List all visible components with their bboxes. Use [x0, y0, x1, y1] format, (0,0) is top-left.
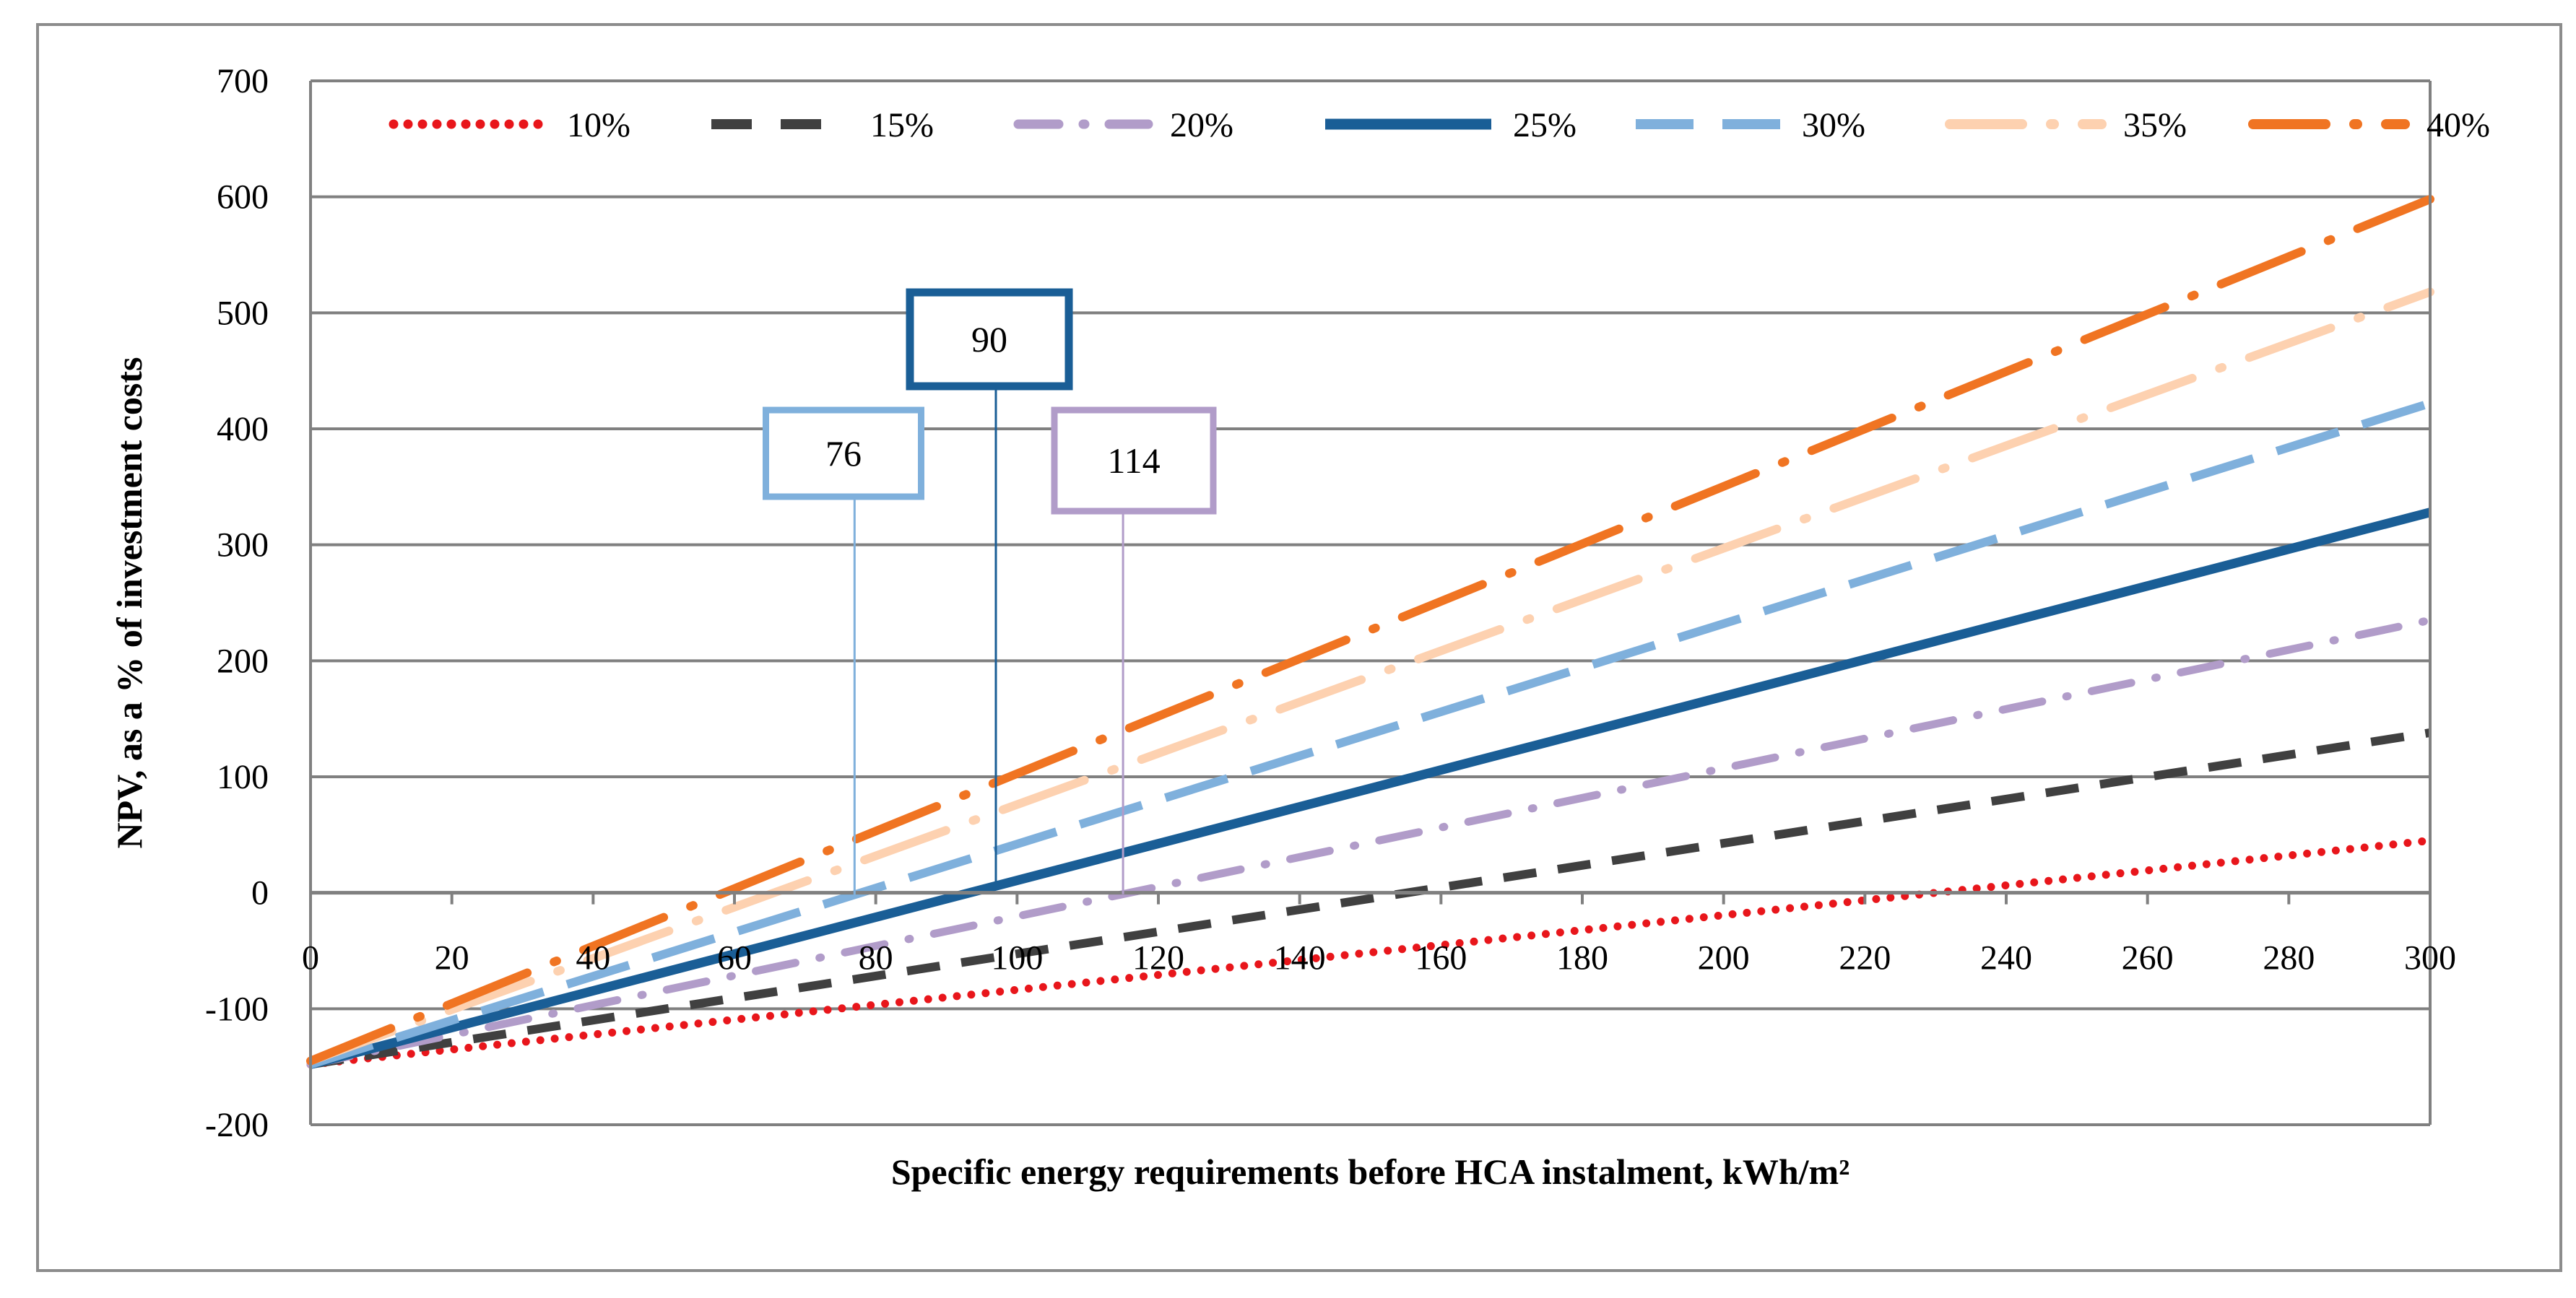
legend: 10% 15% 20% 25% 30% 35% 40% — [389, 106, 2490, 144]
callout-label: 114 — [1107, 440, 1160, 481]
x-tick-label: 220 — [1839, 939, 1891, 977]
x-tick-label: 240 — [1980, 939, 2032, 977]
legend-label: 10% — [567, 106, 630, 144]
chart-frame — [36, 23, 2562, 1272]
x-tick-label: 0 — [302, 939, 319, 977]
legend-label: 30% — [1802, 106, 1865, 144]
legend-label: 40% — [2427, 106, 2490, 144]
x-tick-label: 80 — [859, 939, 893, 977]
x-tick-label: 260 — [2122, 939, 2174, 977]
callout-box — [1051, 406, 1217, 515]
y-tick-label: 700 — [217, 62, 269, 100]
x-tick-label: 200 — [1698, 939, 1750, 977]
series-line-15pct — [310, 728, 2431, 1069]
callout-box — [906, 288, 1073, 391]
y-tick-label: 600 — [217, 178, 269, 217]
series-lines — [306, 194, 2434, 1069]
y-tick-label: -100 — [205, 990, 269, 1028]
series-line-25pct — [309, 508, 2432, 1069]
series-line-20pct — [306, 616, 2434, 1068]
legend-label: 20% — [1170, 106, 1233, 144]
legend-label: 15% — [870, 106, 934, 144]
x-tick-label: 120 — [1132, 939, 1184, 977]
axes — [309, 81, 2432, 1125]
y-axis-title: NPV, as a % of investment costs — [109, 357, 149, 849]
legend-label: 35% — [2123, 106, 2187, 144]
y-tick-label: 400 — [217, 410, 269, 448]
series-line-40pct — [306, 194, 2434, 1066]
y-tick-label: 0 — [251, 874, 269, 912]
series-line-10pct — [306, 836, 2434, 1068]
x-tick-label: 20 — [435, 939, 469, 977]
x-tick-label: 60 — [717, 939, 752, 977]
series-line-35pct — [306, 287, 2434, 1066]
y-tick-label: 100 — [217, 758, 269, 796]
x-tick-label: 40 — [576, 939, 610, 977]
y-tick-label: 300 — [217, 526, 269, 565]
x-axis-title: Specific energy requirements before HCA … — [891, 1151, 1849, 1192]
callout-label: 90 — [971, 319, 1007, 360]
x-tick-label: 100 — [991, 939, 1043, 977]
x-tick-label: 300 — [2404, 939, 2456, 977]
callout-label: 76 — [825, 433, 862, 474]
y-tick-label: 500 — [217, 294, 269, 332]
x-tick-label: 280 — [2263, 939, 2315, 977]
tick-labels: -200 -100 0 100 200 300 400 500 600 700 0 20 40 60 80 1… — [205, 62, 2456, 1144]
series-line-30pct — [309, 398, 2432, 1069]
callout-box — [763, 406, 924, 500]
y-tick-label: 200 — [217, 642, 269, 680]
callouts: 76 90 114 — [763, 288, 1217, 895]
x-tick-label: 180 — [1556, 939, 1608, 977]
y-tick-label: -200 — [205, 1106, 269, 1144]
legend-label: 25% — [1513, 106, 1577, 144]
x-tick-label: 160 — [1415, 939, 1467, 977]
x-tick-label: 140 — [1274, 939, 1326, 977]
